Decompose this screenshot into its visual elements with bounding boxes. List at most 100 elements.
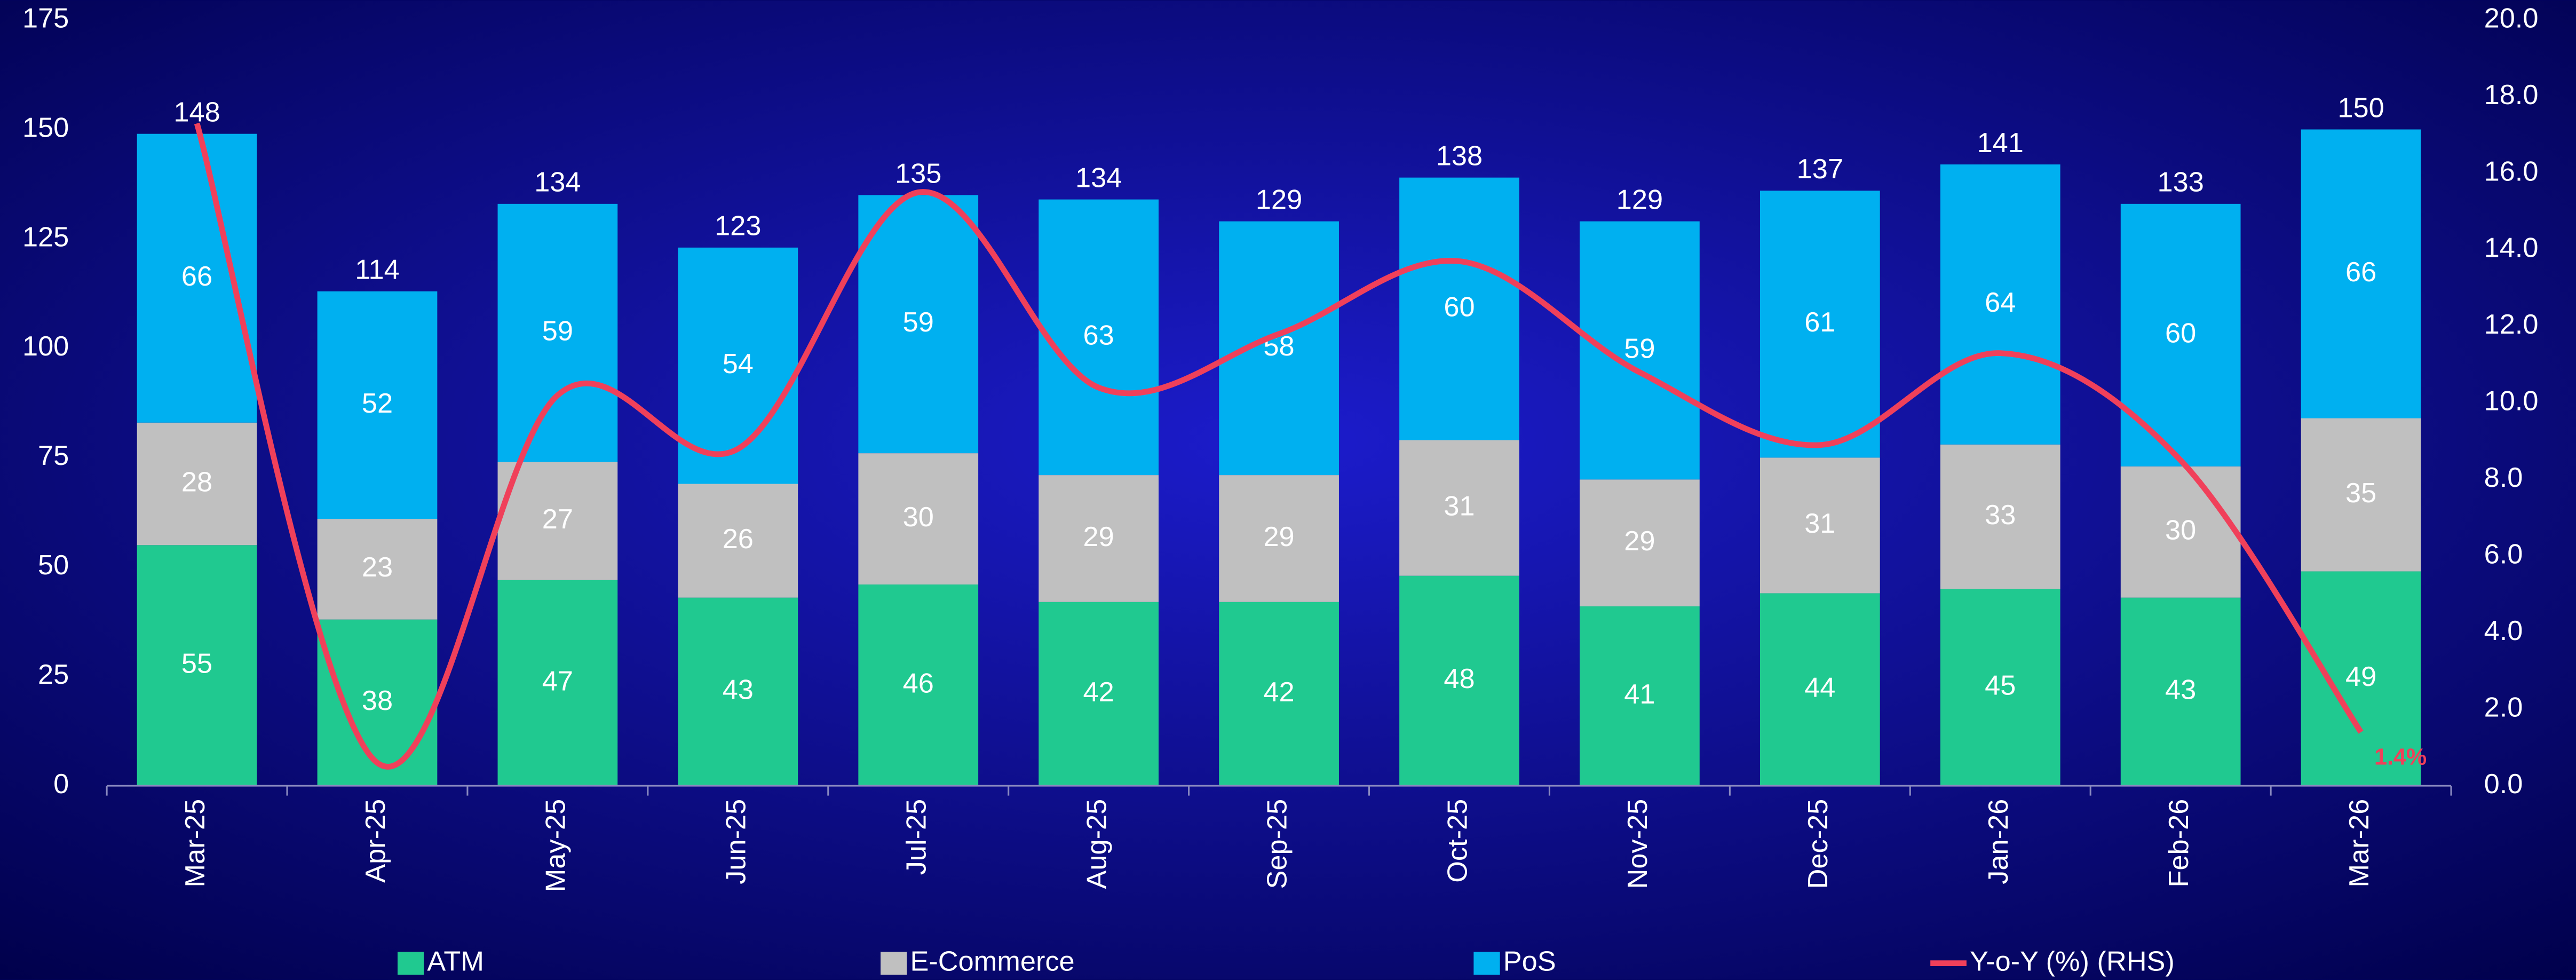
segment-label: 66 <box>2345 257 2376 288</box>
bar-segment <box>1399 575 1519 786</box>
segment-label: 41 <box>1624 679 1655 710</box>
x-tick-label: Jun-25 <box>721 799 752 884</box>
y-tick-label: 150 <box>22 112 69 143</box>
bar-segment <box>2301 418 2421 572</box>
bar-segment <box>1219 475 1339 602</box>
bar-segment <box>678 484 798 598</box>
segment-label: 49 <box>2345 661 2376 692</box>
total-label: 135 <box>895 158 941 189</box>
bar-segment <box>2301 571 2421 786</box>
total-label: 114 <box>355 255 399 286</box>
bar-segment <box>1039 199 1159 476</box>
y2-tick-label: 0.0 <box>2484 769 2523 800</box>
line <box>194 122 2364 770</box>
x-tick-label: Sep-25 <box>1262 799 1293 889</box>
y2-tick-label: 2.0 <box>2484 692 2523 723</box>
segment-label: 35 <box>2345 478 2376 509</box>
y2-tick-label: 4.0 <box>2484 615 2523 646</box>
segment-label: 59 <box>542 316 573 347</box>
segment-label: 29 <box>1083 521 1114 552</box>
segment-label: 52 <box>362 388 393 419</box>
bar-segment <box>2120 466 2241 598</box>
x-tick-label: Apr-25 <box>360 799 391 883</box>
y2-tick-label: 20.0 <box>2484 3 2539 34</box>
x-tick-label: Jul-25 <box>901 799 932 875</box>
bar-segment <box>137 545 257 786</box>
total-label: 123 <box>715 211 761 242</box>
bar-segment <box>497 580 618 786</box>
y2-tick-label: 10.0 <box>2484 386 2539 417</box>
total-label: 134 <box>534 167 581 198</box>
bar-segment <box>1940 589 2060 786</box>
segment-label: 60 <box>1444 291 1475 322</box>
legend-label: Y-o-Y (%) (RHS) <box>1970 946 2175 977</box>
segment-label: 28 <box>181 467 212 497</box>
bar-segment <box>317 619 438 786</box>
bar-segment <box>2301 129 2421 418</box>
segment-label: 54 <box>723 349 754 380</box>
y-tick-label: 50 <box>38 550 69 581</box>
x-tick-label: Mar-25 <box>180 799 211 888</box>
y2-tick-label: 8.0 <box>2484 462 2523 493</box>
segment-label: 42 <box>1083 677 1114 708</box>
x-tick-label: Feb-26 <box>2163 799 2194 888</box>
y-tick-label: 0 <box>53 769 69 800</box>
bar-segment <box>858 584 979 786</box>
segment-label: 30 <box>903 502 934 533</box>
y-tick-label: 100 <box>22 331 69 362</box>
total-label: 141 <box>1977 128 2024 159</box>
bar-segment <box>317 519 438 620</box>
bar-segment <box>1219 221 1339 476</box>
segment-label: 66 <box>181 261 212 292</box>
x-tick-label: Aug-25 <box>1081 799 1112 889</box>
y-tick-label: 125 <box>22 222 69 252</box>
bar-segment <box>1759 191 1880 458</box>
legend-label: PoS <box>1503 946 1556 977</box>
total-label: 138 <box>1436 141 1483 172</box>
bar-segment <box>137 133 257 423</box>
bar-segment <box>1039 602 1159 786</box>
bar-segment <box>1219 602 1339 786</box>
bar-segment <box>858 195 979 454</box>
legend-swatch <box>397 952 424 975</box>
segment-label: 26 <box>723 524 754 555</box>
segment-label: 45 <box>1985 670 2016 701</box>
segment-label: 23 <box>362 552 393 583</box>
y2-tick-label: 14.0 <box>2484 233 2539 264</box>
legend-swatch <box>881 952 907 975</box>
legend-swatch <box>1473 952 1500 975</box>
bar-segment <box>497 462 618 580</box>
bar-segment <box>1759 457 1880 594</box>
segment-label: 43 <box>2165 675 2196 706</box>
segment-label: 59 <box>903 307 934 338</box>
bar-segment <box>2120 597 2241 786</box>
line-value-label: 1.4% <box>2374 744 2427 770</box>
x-tick-label: Dec-25 <box>1803 799 1834 889</box>
segment-label: 29 <box>1263 521 1294 552</box>
x-tick-label: Oct-25 <box>1442 799 1473 883</box>
bar-segment <box>1580 606 1700 786</box>
bar-segment <box>1580 221 1700 480</box>
total-label: 148 <box>173 97 220 128</box>
y-tick-label: 175 <box>22 3 69 34</box>
total-label: 137 <box>1797 154 1843 185</box>
segment-label: 43 <box>723 675 754 706</box>
x-tick-label: May-25 <box>541 799 572 892</box>
total-label: 129 <box>1256 185 1302 216</box>
segment-label: 27 <box>542 504 573 535</box>
total-label: 134 <box>1075 163 1122 194</box>
y2-tick-label: 16.0 <box>2484 156 2539 187</box>
segment-label: 61 <box>1804 307 1835 338</box>
bar-segment <box>317 291 438 519</box>
segment-label: 60 <box>2165 318 2196 349</box>
segment-label: 46 <box>903 668 934 699</box>
segment-label: 29 <box>1624 526 1655 557</box>
bar-segment <box>1399 177 1519 440</box>
x-tick-label: Mar-26 <box>2344 799 2375 888</box>
bar-segment <box>1940 444 2060 589</box>
y2-tick-label: 12.0 <box>2484 309 2539 340</box>
y2-tick-label: 18.0 <box>2484 80 2539 110</box>
legend-label: ATM <box>427 946 484 977</box>
y-tick-label: 25 <box>38 659 69 690</box>
